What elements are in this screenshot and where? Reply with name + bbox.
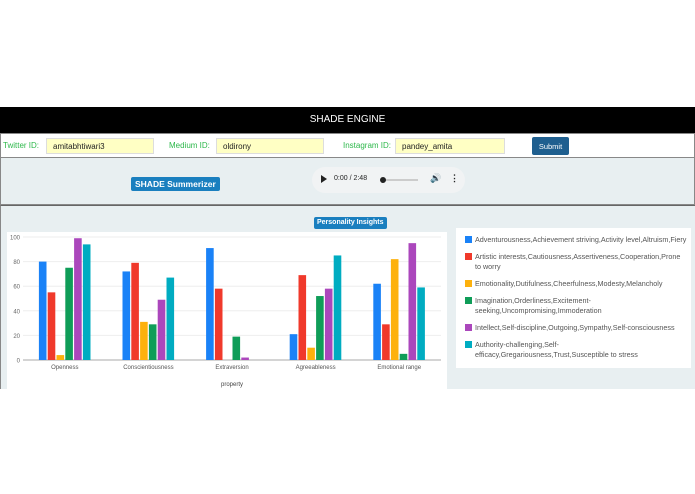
bar-0-4 [74, 238, 82, 360]
bar-2-3 [232, 336, 241, 360]
audio-time: 0:00 / 2:48 [334, 175, 368, 182]
bar-2-0 [206, 248, 214, 360]
bar-3-4 [324, 288, 333, 360]
id-form: Twitter ID: Medium ID: Instagram ID: Sub… [0, 133, 695, 158]
legend-label: Authority-challenging,Self-efficacy,Greg… [475, 340, 638, 359]
legend-swatch [465, 324, 472, 331]
bar-3-1 [298, 275, 307, 360]
x-tick-label: Agreeableness [296, 365, 336, 371]
y-tick-label: 0 [17, 359, 21, 365]
insights-badge: Personality Insights [314, 217, 387, 229]
bar-chart: 0 20 40 60 80 100 Openness Conscientiousness Ext… [10, 236, 441, 388]
bar-0-5 [82, 244, 91, 360]
bar-4-3 [399, 353, 408, 360]
bar-4-4 [408, 243, 417, 360]
bar-1-0 [122, 271, 131, 360]
app-header: SHADE ENGINE [0, 107, 695, 133]
twitter-label: Twitter ID: [3, 141, 40, 150]
chart-area: 0 20 40 60 80 100 Openness Conscientiousness Ext… [7, 232, 447, 389]
summarizer-badge: SHADE Summerizer [131, 177, 220, 191]
bar-4-2 [390, 259, 399, 360]
legend-item[interactable]: Intellect,Self-discipline,Outgoing,Sympa… [465, 323, 687, 333]
twitter-id-input[interactable] [46, 138, 154, 154]
legend-item[interactable]: Adventurousness,Achievement striving,Act… [465, 235, 687, 245]
play-icon[interactable] [321, 175, 327, 183]
legend-swatch [465, 253, 472, 260]
audio-seek-slider[interactable] [381, 179, 418, 181]
bar-4-1 [382, 324, 390, 360]
x-tick-label: Conscientiousness [123, 365, 173, 371]
bar-1-1 [131, 262, 139, 360]
y-tick-label: 20 [13, 334, 20, 340]
volume-icon[interactable]: 🔊 [430, 173, 442, 183]
bar-4-0 [373, 283, 381, 360]
legend-label: Imagination,Orderliness,Excitement-seeki… [475, 296, 602, 315]
x-tick-label: Emotional range [377, 365, 421, 371]
bar-0-0 [38, 261, 47, 360]
bar-2-1 [214, 288, 223, 360]
x-axis-label: property [221, 382, 243, 388]
bar-3-5 [333, 255, 342, 360]
legend-label: Adventurousness,Achievement striving,Act… [475, 235, 687, 244]
bar-1-5 [166, 277, 175, 360]
legend-label: Emotionality,Dutifulness,Cheerfulness,Mo… [475, 279, 663, 288]
instagram-id-input[interactable] [395, 138, 505, 154]
y-tick-label: 80 [13, 260, 20, 266]
summarizer-panel: SHADE Summerizer 0:00 / 2:48 🔊 ⋮ [0, 158, 695, 205]
legend-label: Intellect,Self-discipline,Outgoing,Sympa… [475, 323, 675, 332]
instagram-label: Instagram ID: [343, 141, 392, 150]
bar-3-3 [316, 296, 324, 360]
x-tick-label: Openness [51, 365, 78, 371]
bar-3-0 [289, 334, 298, 360]
y-tick-label: 60 [13, 285, 20, 291]
medium-id-input[interactable] [216, 138, 324, 154]
chart-legend: Adventurousness,Achievement striving,Act… [456, 228, 691, 368]
legend-label: Artistic interests,Cautiousness,Assertiv… [475, 252, 681, 271]
seek-thumb[interactable] [380, 177, 386, 183]
y-tick-label: 100 [10, 236, 21, 242]
legend-item[interactable]: Authority-challenging,Self-efficacy,Greg… [465, 340, 687, 360]
bar-0-1 [47, 292, 56, 360]
legend-item[interactable]: Emotionality,Dutifulness,Cheerfulness,Mo… [465, 279, 687, 289]
legend-item[interactable]: Artistic interests,Cautiousness,Assertiv… [465, 252, 687, 272]
bar-0-2 [56, 355, 65, 360]
bar-2-4 [241, 357, 249, 360]
bar-1-3 [148, 324, 157, 360]
legend-swatch [465, 297, 472, 304]
legend-item[interactable]: Imagination,Orderliness,Excitement-seeki… [465, 296, 687, 316]
legend-swatch [465, 236, 472, 243]
legend-swatch [465, 341, 472, 348]
more-options-icon[interactable]: ⋮ [450, 173, 459, 183]
y-tick-label: 40 [13, 309, 20, 315]
submit-button[interactable]: Submit [532, 137, 569, 155]
x-tick-label: Extraversion [215, 365, 248, 371]
audio-player[interactable]: 0:00 / 2:48 🔊 ⋮ [312, 167, 465, 193]
bar-0-3 [65, 267, 73, 360]
insights-panel: Personality Insights 0 20 40 60 80 100 Opennes… [0, 205, 695, 389]
app-title: SHADE ENGINE [309, 114, 386, 125]
bar-1-4 [157, 299, 166, 360]
bar-4-5 [417, 287, 425, 360]
legend-swatch [465, 280, 472, 287]
bar-1-2 [140, 321, 148, 360]
medium-label: Medium ID: [169, 141, 210, 150]
bar-3-2 [307, 347, 315, 360]
